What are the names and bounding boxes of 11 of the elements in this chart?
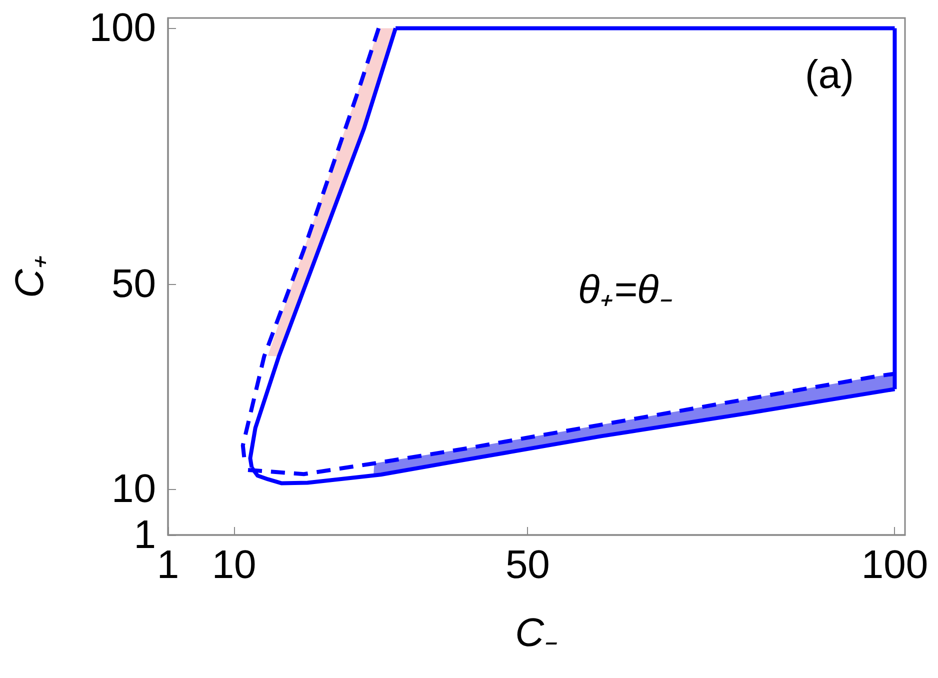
annotation: (a) <box>805 53 854 97</box>
annotation: θ₊=θ₋ <box>578 268 673 312</box>
y-tick-label: 100 <box>89 6 156 50</box>
x-tick-label: 100 <box>861 543 928 587</box>
y-axis-title: C₊ <box>8 255 52 298</box>
x-axis-title: C₋ <box>515 611 558 655</box>
y-tick-label: 50 <box>112 262 156 306</box>
x-tick-label: 10 <box>212 543 256 587</box>
y-tick-label: 1 <box>134 513 156 557</box>
x-tick-label: 50 <box>505 543 550 587</box>
y-tick-label: 10 <box>112 466 156 511</box>
